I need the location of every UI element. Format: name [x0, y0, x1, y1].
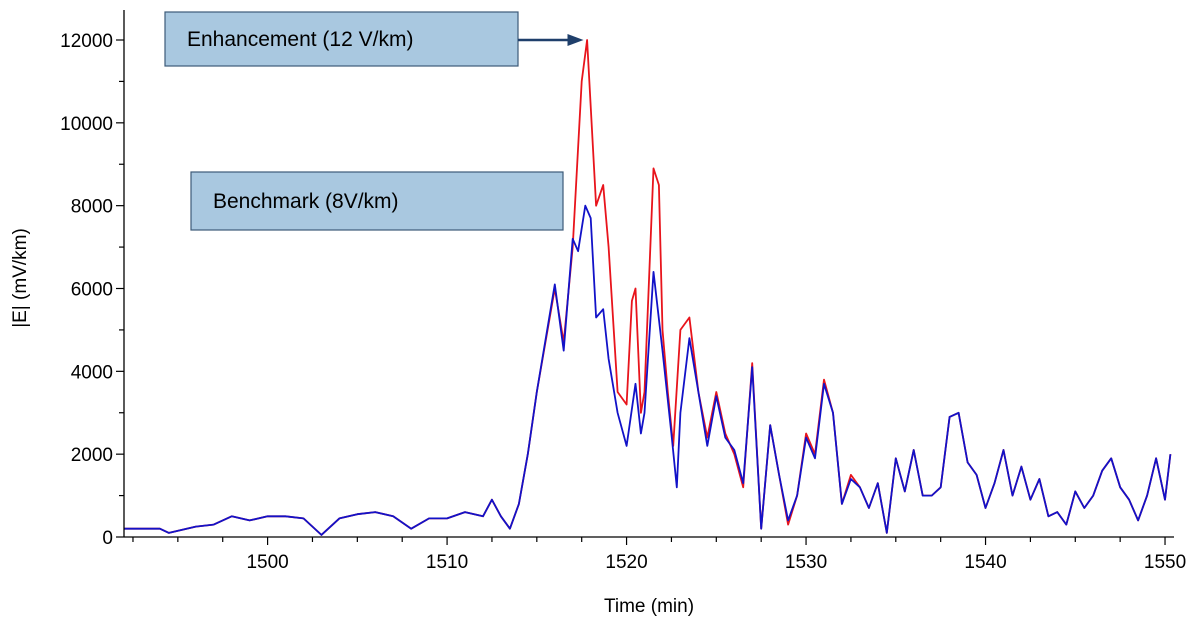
- y-tick-label: 8000: [71, 197, 113, 218]
- benchmark-annotation-label: Benchmark (8V/km): [213, 190, 399, 213]
- x-tick-label: 1510: [426, 552, 468, 573]
- series-line-enhancement: [124, 39, 1172, 536]
- axes-layer: [123, 10, 1174, 538]
- x-axis-title: Time (min): [604, 596, 694, 617]
- x-ticks: 1500 1510 1520 1530 1540 1550: [132, 537, 1186, 573]
- y-tick-label: 2000: [71, 445, 113, 466]
- enhancement-annotation: Enhancement (12 V/km): [164, 11, 584, 67]
- y-tick-label: 4000: [71, 362, 113, 383]
- y-tick-label: 12000: [60, 31, 113, 52]
- series-layer: [124, 39, 1172, 536]
- enhancement-annotation-box: [164, 11, 519, 67]
- enhancement-arrowhead: [567, 34, 584, 46]
- y-tick-label: 10000: [60, 114, 113, 135]
- series-line-benchmark: [124, 204, 1172, 536]
- y-ticks: 0 2000 4000 6000 8000 10000 12000: [60, 31, 124, 549]
- benchmark-annotation: Benchmark (8V/km): [190, 171, 564, 231]
- x-tick-label: 1500: [246, 552, 288, 573]
- x-tick-label: 1540: [964, 552, 1006, 573]
- y-axis-title: |E| (mV/km): [10, 228, 31, 328]
- y-tick-label: 0: [102, 528, 113, 549]
- enhancement-annotation-label: Enhancement (12 V/km): [187, 28, 413, 51]
- y-tick-label: 6000: [71, 280, 113, 301]
- benchmark-annotation-box: [190, 171, 564, 231]
- x-tick-label: 1520: [605, 552, 647, 573]
- annotations-layer: Enhancement (12 V/km) Benchmark (8V/km): [164, 11, 584, 231]
- x-tick-label: 1550: [1144, 552, 1186, 573]
- x-tick-label: 1530: [785, 552, 827, 573]
